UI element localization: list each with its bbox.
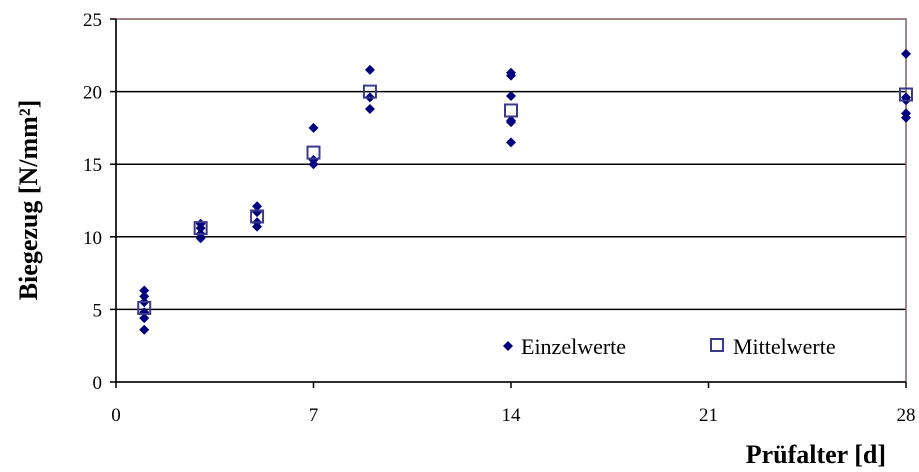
data-point-einzelwert	[195, 223, 206, 234]
y-tick-label: 10	[83, 228, 102, 249]
y-tick-label: 15	[83, 155, 102, 176]
x-tick-label: 14	[502, 405, 522, 426]
x-tick-label: 7	[309, 405, 319, 426]
x-tick-label: 21	[699, 405, 718, 426]
data-point-einzelwert	[364, 104, 375, 115]
data-point-einzelwert	[252, 221, 263, 232]
legend-marker-mittelwerte	[710, 338, 724, 352]
data-point-einzelwert	[506, 137, 516, 148]
x-tick-label: 0	[111, 405, 121, 426]
data-point-mittelwert	[504, 103, 518, 118]
data-point-einzelwert	[901, 48, 911, 59]
data-point-mittelwert	[193, 221, 208, 236]
data-point-einzelwert	[308, 159, 319, 170]
y-axis-title: Biegezug [N/mm²]	[14, 100, 43, 301]
data-point-einzelwert	[139, 285, 150, 296]
legend-label-mittelwerte: Mittelwerte	[733, 334, 836, 359]
data-point-mittelwert	[362, 84, 377, 99]
data-point-einzelwert	[506, 117, 516, 128]
data-point-einzelwert	[139, 291, 150, 302]
y-tick-label: 20	[83, 83, 102, 104]
y-tick-label: 25	[83, 10, 102, 31]
axes	[110, 18, 907, 388]
y-tick-labels: 0 5 10 15 20 25	[83, 10, 102, 394]
y-tick-label: 5	[93, 300, 103, 321]
x-axis-title: Prüfalter [d]	[746, 440, 886, 469]
data-point-einzelwert	[139, 324, 150, 335]
data-point-einzelwert	[506, 90, 516, 101]
data-point-einzelwert	[252, 201, 263, 212]
data-point-mittelwert	[250, 209, 265, 224]
y-tick-label: 0	[93, 373, 103, 394]
data-point-einzelwert	[506, 70, 516, 81]
legend: Einzelwerte Mittelwerte	[503, 334, 836, 359]
data-point-einzelwert	[139, 313, 150, 324]
data-point-einzelwert	[901, 112, 911, 123]
data-point-einzelwert	[364, 64, 375, 75]
x-tick-label: 28	[897, 405, 916, 426]
legend-label-einzelwerte: Einzelwerte	[521, 334, 626, 359]
data-point-mittelwert	[899, 87, 913, 102]
data-point-einzelwert	[195, 233, 206, 244]
data-point-einzelwert	[308, 122, 319, 133]
data-point-einzelwert	[252, 207, 263, 218]
series-mittelwerte	[137, 84, 913, 315]
x-tick-labels: 0 7 14 21 28	[111, 405, 915, 426]
legend-marker-einzelwerte	[503, 341, 513, 351]
data-point-mittelwert	[137, 300, 152, 315]
data-point-mittelwert	[306, 145, 321, 160]
